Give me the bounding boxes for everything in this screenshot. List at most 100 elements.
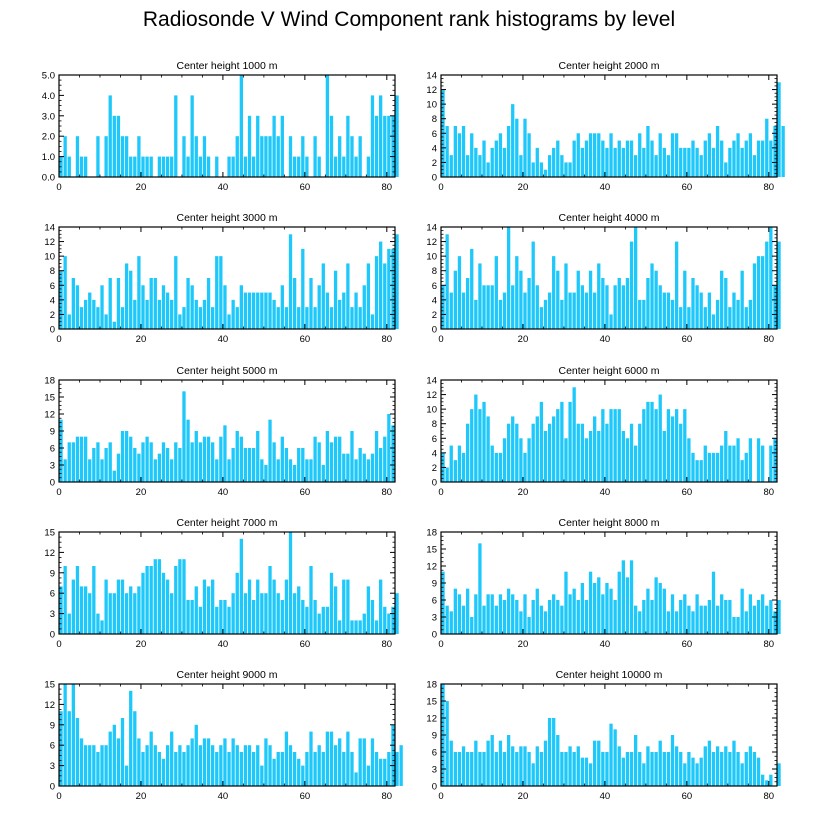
histogram-bar: [761, 445, 765, 482]
histogram-bar: [165, 292, 170, 329]
histogram-bar: [482, 401, 486, 482]
histogram-bar: [133, 711, 137, 786]
histogram-bar: [75, 566, 80, 634]
histogram-bar: [654, 752, 658, 786]
x-tick-label: 0: [56, 791, 61, 802]
histogram-bar: [59, 419, 63, 482]
histogram-bar: [625, 752, 630, 786]
histogram-bar: [251, 752, 256, 786]
histogram-bar: [174, 256, 178, 329]
histogram-bar: [112, 115, 116, 177]
histogram-bar: [350, 431, 354, 482]
histogram-bar: [584, 757, 589, 786]
histogram-bar: [239, 538, 243, 634]
y-tick-label: 6: [50, 589, 55, 600]
x-tick-label: 80: [764, 791, 775, 802]
histogram-bar: [498, 133, 503, 177]
histogram-bar: [235, 431, 239, 482]
histogram-bar: [736, 299, 740, 329]
x-tick-label: 20: [518, 334, 529, 345]
histogram-bar: [769, 140, 773, 177]
histogram-bar: [297, 758, 301, 786]
histogram-bar: [170, 299, 174, 329]
histogram-bar: [498, 594, 503, 634]
histogram-bar: [547, 600, 552, 634]
histogram-bar: [96, 613, 100, 634]
x-tick-label: 20: [136, 487, 147, 498]
histogram-bar: [494, 452, 498, 482]
histogram-bar: [547, 423, 552, 482]
histogram-bar: [387, 248, 391, 329]
histogram-bar: [560, 155, 564, 177]
histogram-bar: [707, 600, 712, 634]
histogram-bar: [445, 126, 449, 177]
histogram-bar: [744, 307, 748, 329]
histogram-bar: [215, 459, 219, 482]
histogram-bar: [650, 752, 654, 786]
histogram-bar: [387, 752, 391, 786]
histogram-bar: [231, 156, 235, 177]
histogram-bar: [88, 745, 92, 786]
y-tick-label: 3.0: [42, 111, 55, 122]
histogram-bar: [120, 579, 125, 634]
histogram-bar: [482, 285, 486, 329]
histogram-bar: [687, 147, 691, 177]
histogram-bar: [256, 431, 260, 482]
histogram-bar: [305, 752, 309, 786]
x-tick-label: 20: [136, 182, 147, 193]
histogram-bar: [572, 752, 576, 786]
histogram-bar: [116, 115, 121, 177]
histogram-bar: [317, 442, 321, 482]
histogram-bar: [174, 95, 178, 177]
histogram-bar: [474, 394, 478, 482]
histogram-bar: [470, 133, 474, 177]
x-tick-label: 0: [56, 487, 61, 498]
histogram-bar: [264, 738, 268, 786]
histogram-bar: [321, 263, 325, 329]
histogram-bar: [379, 448, 383, 482]
histogram-bar: [264, 292, 268, 329]
histogram-bar: [662, 588, 666, 634]
histogram-bar: [358, 307, 362, 329]
histogram-bar: [83, 436, 88, 482]
histogram-bar: [515, 423, 519, 482]
histogram-bar: [728, 445, 732, 482]
histogram-bar: [601, 409, 605, 482]
x-tick-label: 40: [600, 791, 611, 802]
histogram-bar: [670, 416, 675, 482]
histogram-bar: [268, 419, 272, 482]
histogram-bar: [580, 757, 585, 786]
histogram-bar: [523, 292, 527, 329]
histogram-bar: [515, 256, 519, 329]
histogram-bar: [629, 140, 634, 177]
histogram-bar: [178, 745, 182, 786]
histogram-bar: [202, 738, 207, 786]
histogram-bar: [354, 156, 358, 177]
histogram-bar: [333, 156, 338, 177]
histogram-bar: [264, 465, 268, 482]
histogram-bar: [535, 416, 539, 482]
histogram-bar: [383, 115, 387, 177]
histogram-bar: [63, 256, 67, 329]
histogram-bar: [297, 586, 301, 634]
y-tick-label: 12: [426, 562, 437, 573]
histogram-bar: [297, 156, 301, 177]
histogram-bar: [490, 735, 494, 786]
histogram-bar: [539, 401, 544, 482]
histogram-bar: [568, 162, 572, 177]
histogram-bar: [519, 438, 523, 482]
histogram-bar: [515, 118, 519, 177]
histogram-bar: [457, 752, 462, 786]
histogram-bar: [288, 136, 293, 177]
histogram-bar: [601, 140, 605, 177]
histogram-bar: [329, 731, 334, 786]
histogram-bar: [284, 307, 289, 329]
histogram-bar: [605, 423, 609, 482]
histogram-bar: [646, 126, 650, 177]
histogram-bar: [711, 147, 716, 177]
histogram-bar: [724, 746, 728, 786]
histogram-bar: [284, 579, 289, 634]
histogram-bar: [666, 409, 671, 482]
histogram-bar: [699, 757, 703, 786]
histogram-bar: [108, 442, 112, 482]
